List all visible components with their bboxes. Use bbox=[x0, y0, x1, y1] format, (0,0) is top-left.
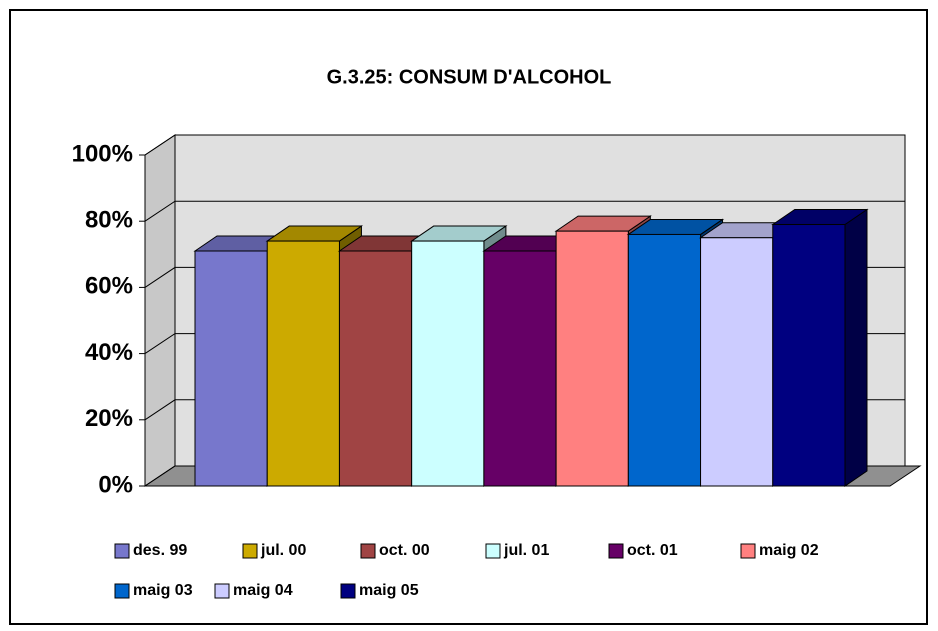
legend-swatch bbox=[485, 543, 501, 559]
y-tick-label: 40% bbox=[85, 339, 133, 366]
y-tick-label: 0% bbox=[98, 471, 133, 498]
legend-swatch bbox=[114, 583, 130, 599]
legend-label: maig 03 bbox=[133, 582, 193, 599]
bar bbox=[700, 237, 774, 487]
legend-label: jul. 00 bbox=[260, 542, 306, 559]
bar bbox=[411, 240, 485, 487]
bar bbox=[266, 240, 340, 487]
bar-side bbox=[844, 208, 868, 487]
y-tick-label: 20% bbox=[85, 405, 133, 432]
legend-swatch bbox=[740, 543, 756, 559]
legend-swatch bbox=[360, 543, 376, 559]
side-wall bbox=[144, 134, 176, 487]
bar bbox=[483, 250, 557, 487]
y-tick-label: 100% bbox=[72, 140, 133, 167]
y-tick-label: 60% bbox=[85, 273, 133, 300]
legend-swatch bbox=[114, 543, 130, 559]
legend-label: jul. 01 bbox=[503, 542, 549, 559]
legend-label: maig 05 bbox=[359, 582, 419, 599]
legend-label: maig 02 bbox=[759, 542, 819, 559]
legend-label: maig 04 bbox=[233, 582, 293, 599]
legend-label: oct. 01 bbox=[627, 542, 678, 559]
bar bbox=[627, 233, 702, 487]
grid-line bbox=[144, 134, 905, 156]
y-tick-label: 80% bbox=[85, 207, 133, 234]
bar bbox=[555, 230, 629, 487]
bar bbox=[338, 250, 413, 487]
grid-line bbox=[144, 200, 905, 222]
bar bbox=[194, 250, 268, 487]
legend-label: des. 99 bbox=[133, 542, 187, 559]
legend-label: oct. 00 bbox=[379, 542, 430, 559]
bar bbox=[772, 224, 846, 487]
legend-swatch bbox=[340, 583, 356, 599]
chart-title: G.3.25: CONSUM D'ALCOHOL bbox=[327, 66, 612, 88]
legend-swatch bbox=[608, 543, 624, 559]
legend-swatch bbox=[242, 543, 258, 559]
legend-swatch bbox=[214, 583, 230, 599]
